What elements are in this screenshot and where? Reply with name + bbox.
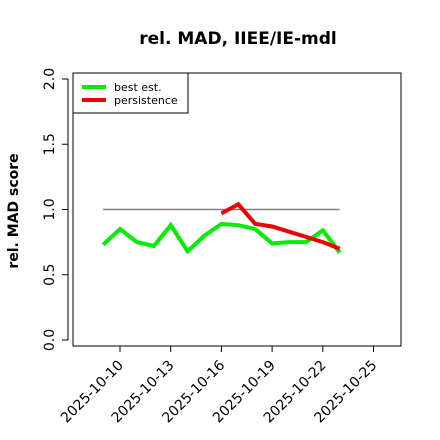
y-axis-label: rel. MAD score [6,153,22,268]
y-tick-label: 1.5 [42,133,58,155]
series-line-persistence [220,201,341,251]
y-tick-label: 0.5 [42,264,58,286]
plot-area [101,201,342,255]
series-line-best-est- [101,221,342,255]
x-axis: 2025-10-102025-10-132025-10-162025-10-19… [58,345,380,426]
chart-title: rel. MAD, IIEE/IE-mdl [139,29,336,49]
y-tick-label: 2.0 [42,68,58,90]
legend-box [72,72,189,114]
legend-label: best est. [114,81,162,94]
y-tick-label: 1.0 [42,198,58,220]
legend: best est.persistence [72,72,189,114]
legend-label: persistence [114,94,178,107]
y-axis: 0.0 0.5 1.0 1.5 2.0 [42,68,69,351]
y-tick-label: 0.0 [42,329,58,351]
